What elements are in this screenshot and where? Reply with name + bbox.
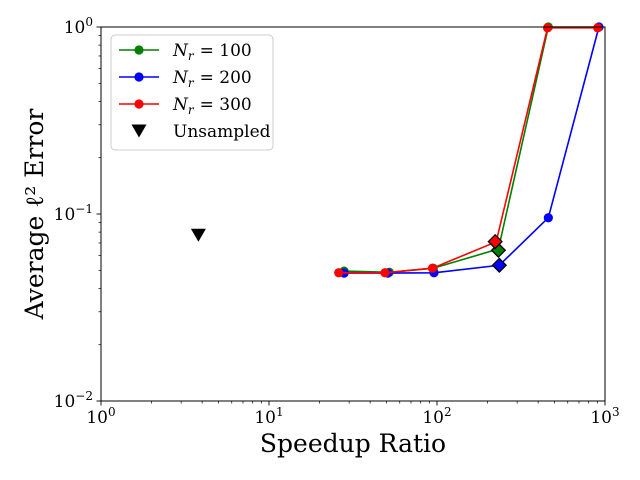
x-axis-title: Speedup Ratio bbox=[260, 429, 446, 458]
legend-unsampled-marker bbox=[131, 124, 147, 138]
unsampled-point bbox=[190, 228, 206, 242]
data-point bbox=[543, 213, 553, 223]
y-tick-exponent: 0 bbox=[85, 15, 93, 29]
legend-marker bbox=[134, 72, 144, 82]
legend-symbol: N bbox=[172, 41, 189, 61]
x-tick-exponent: 0 bbox=[108, 405, 116, 419]
legend-subscript: r bbox=[188, 76, 195, 90]
y-tick-exponent: −2 bbox=[75, 389, 93, 403]
legend: Nr = 100 Nr = 200 Nr = 300 Unsampled bbox=[110, 34, 274, 151]
series-line bbox=[338, 27, 598, 274]
x-tick-exponent: 3 bbox=[612, 405, 620, 419]
legend-unsampled-label: Unsampled bbox=[173, 122, 271, 142]
data-point bbox=[334, 268, 344, 278]
legend-marker bbox=[134, 99, 144, 109]
data-point bbox=[380, 268, 390, 278]
legend-value: = 100 bbox=[200, 41, 252, 61]
legend-value: = 300 bbox=[200, 95, 252, 115]
legend-label: Nr = 100 bbox=[172, 41, 252, 63]
legend-value: = 200 bbox=[200, 68, 252, 88]
legend-symbol: N bbox=[172, 68, 189, 88]
legend-subscript: r bbox=[188, 49, 195, 63]
legend-label: Nr = 200 bbox=[172, 68, 252, 90]
x-tick-exponent: 1 bbox=[276, 405, 284, 419]
legend-subscript: r bbox=[188, 103, 195, 117]
legend-label: Nr = 300 bbox=[172, 95, 252, 117]
x-tick-exponent: 2 bbox=[444, 405, 452, 419]
y-axis-title: Average ℓ² Error bbox=[20, 109, 49, 321]
series-3 bbox=[334, 23, 603, 278]
y-tick-exponent: −1 bbox=[75, 202, 93, 216]
legend-symbol: N bbox=[172, 95, 189, 115]
legend-marker bbox=[134, 45, 144, 55]
data-point bbox=[542, 23, 553, 33]
diamond-marker bbox=[491, 257, 508, 273]
data-point bbox=[593, 23, 603, 33]
data-point bbox=[427, 263, 438, 273]
legend-box bbox=[110, 34, 274, 151]
diamond-marker bbox=[487, 233, 503, 250]
